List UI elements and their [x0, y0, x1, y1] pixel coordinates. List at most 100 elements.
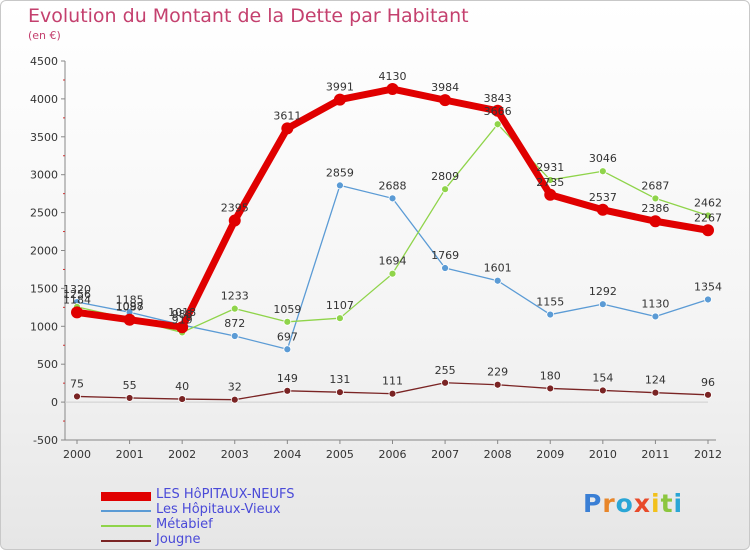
data-label: 2735	[536, 176, 564, 189]
x-tick-label: 2012	[694, 448, 722, 461]
data-point	[283, 345, 292, 354]
data-label: 1059	[273, 303, 301, 316]
data-point	[283, 317, 292, 326]
data-label: 3666	[484, 105, 512, 118]
data-label: 1256	[63, 288, 91, 301]
data-point	[388, 389, 397, 398]
data-label: 1320	[63, 283, 91, 296]
data-point	[230, 332, 239, 340]
legend-swatch	[101, 525, 151, 527]
data-point	[704, 211, 712, 220]
data-label: 1769	[431, 249, 459, 262]
data-point	[125, 394, 134, 402]
data-point	[704, 295, 712, 304]
logo-letter: i	[673, 489, 684, 518]
logo-letter: o	[615, 489, 634, 518]
data-point	[651, 194, 660, 203]
data-label: 3991	[326, 81, 354, 94]
data-point	[598, 300, 607, 309]
data-point	[596, 203, 609, 216]
x-tick-label: 2001	[116, 448, 144, 461]
data-point	[123, 313, 136, 326]
data-label: 1694	[379, 255, 407, 268]
x-tick-label: 2010	[589, 448, 617, 461]
data-point	[441, 185, 449, 194]
data-label: 40	[175, 380, 189, 393]
data-label: 96	[701, 376, 715, 389]
data-label: 2267	[694, 211, 722, 224]
data-point	[598, 167, 607, 176]
data-point	[493, 380, 502, 389]
x-tick-label: 2006	[379, 448, 407, 461]
data-point	[651, 312, 660, 321]
data-label: 872	[224, 317, 245, 330]
data-point	[651, 388, 660, 397]
data-label: 124	[645, 374, 666, 387]
data-label: 988	[172, 308, 193, 321]
y-tick-label: 2500	[30, 207, 58, 220]
legend-label: Les Hôpitaux-Vieux	[156, 502, 281, 517]
data-point	[228, 214, 241, 227]
data-point	[491, 104, 504, 117]
data-point	[441, 378, 449, 387]
data-label: 3046	[589, 152, 617, 165]
data-label: 2931	[536, 161, 564, 174]
legend-label: LES HôPITAUX-NEUFS	[156, 487, 295, 502]
x-tick-label: 2008	[484, 448, 512, 461]
data-label: 1292	[589, 285, 617, 298]
legend-swatch	[101, 510, 151, 512]
data-label: 697	[277, 330, 298, 343]
data-label: 55	[123, 379, 137, 392]
logo-letter: x	[633, 489, 651, 518]
chart-unit: (en €)	[28, 29, 61, 42]
data-point	[386, 83, 399, 96]
data-label: 2395	[221, 202, 249, 215]
data-label: 3984	[431, 81, 459, 94]
y-tick-label: 4000	[30, 93, 58, 106]
data-point	[544, 188, 557, 201]
data-label: 1354	[694, 280, 722, 293]
data-label: 149	[277, 372, 298, 385]
x-tick-label: 2011	[641, 448, 669, 461]
data-point	[333, 93, 346, 106]
y-tick-label: 0	[51, 396, 58, 409]
x-tick-label: 2007	[431, 448, 459, 461]
x-tick-label: 2000	[63, 448, 91, 461]
data-point	[493, 120, 502, 129]
y-tick-label: 3000	[30, 169, 58, 182]
data-point	[598, 386, 607, 395]
y-tick-label: 4500	[30, 55, 58, 68]
data-point	[336, 388, 344, 397]
logo-letter: P	[583, 489, 603, 518]
y-tick-label: -500	[33, 434, 58, 447]
legend-swatch	[101, 540, 151, 542]
logo-letter: i	[651, 489, 661, 518]
data-point	[176, 321, 189, 334]
data-label: 111	[382, 375, 403, 388]
x-tick-label: 2004	[273, 448, 301, 461]
data-point	[73, 392, 81, 401]
data-label: 2386	[641, 202, 669, 215]
data-point	[283, 386, 292, 395]
y-tick-label: 500	[37, 358, 58, 371]
logo-letter: t	[660, 489, 674, 518]
x-tick-label: 2005	[326, 448, 354, 461]
data-label: 2687	[641, 179, 669, 192]
data-point	[336, 314, 344, 323]
data-label: 154	[592, 371, 613, 384]
data-label: 229	[487, 366, 508, 379]
data-label: 3611	[273, 109, 301, 122]
data-label: 1233	[221, 290, 249, 303]
data-label: 1018	[168, 306, 196, 319]
data-label: 32	[228, 381, 242, 394]
data-label: 180	[540, 369, 561, 382]
data-point	[388, 269, 397, 278]
data-point	[71, 306, 83, 319]
data-label: 75	[70, 377, 84, 390]
data-point	[546, 310, 555, 319]
y-tick-label: 3500	[30, 131, 58, 144]
data-label: 3843	[484, 92, 512, 105]
y-tick-label: 1000	[30, 320, 58, 333]
